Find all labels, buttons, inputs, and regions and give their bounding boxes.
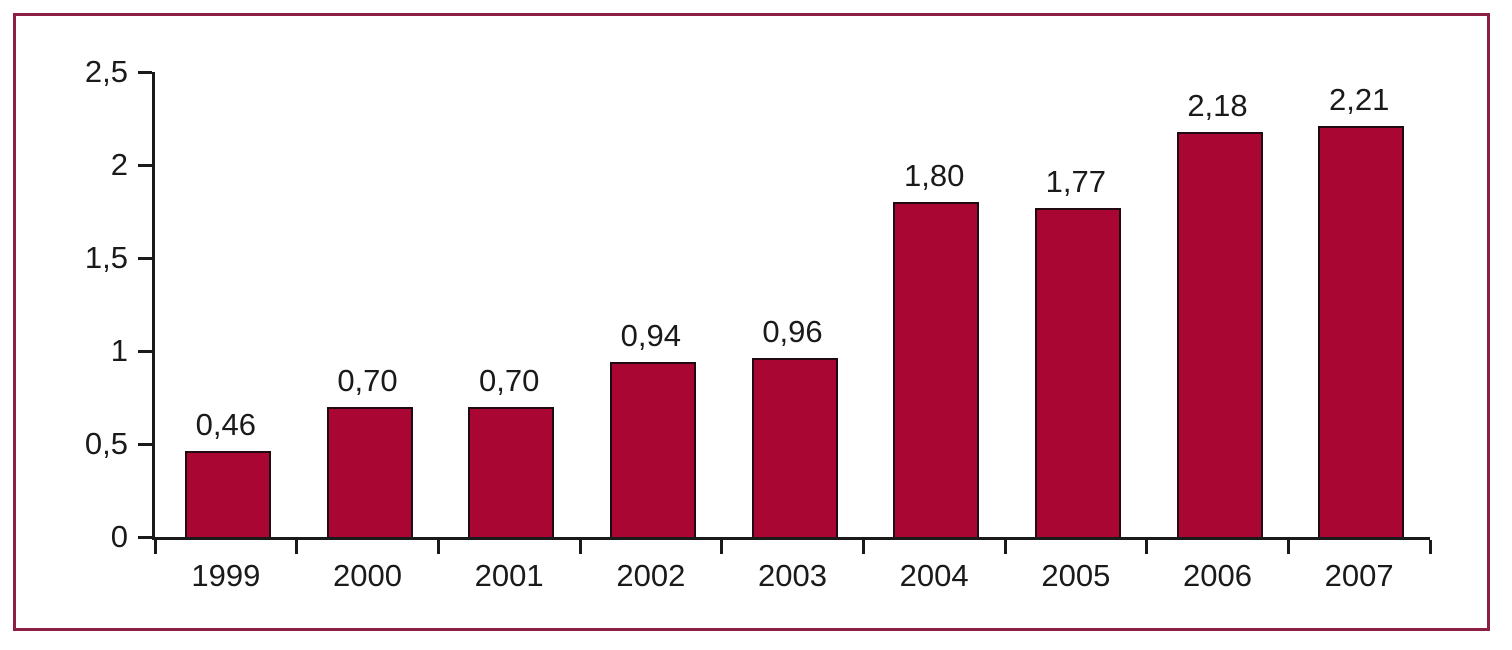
x-axis-tick xyxy=(578,540,582,554)
x-category-label: 2002 xyxy=(616,558,686,593)
x-category-label: 2001 xyxy=(474,558,544,593)
chart-frame-border xyxy=(13,13,1490,631)
bar xyxy=(1318,125,1405,537)
bar-value-label: 0,46 xyxy=(195,407,256,443)
x-category-label: 2005 xyxy=(1041,558,1111,593)
bar xyxy=(1176,131,1263,537)
bar-value-label: 2,21 xyxy=(1328,81,1390,117)
bar-value-label: 0,70 xyxy=(337,362,398,398)
y-axis-tick xyxy=(138,535,152,539)
x-axis-tick xyxy=(436,540,440,554)
x-category-label: 2004 xyxy=(899,558,969,593)
y-axis-tick xyxy=(138,256,152,260)
x-axis-tick xyxy=(295,540,299,554)
y-tick-label: 2 xyxy=(110,147,128,182)
x-category-label: 1999 xyxy=(191,558,261,593)
bar-value-label: 0,96 xyxy=(762,314,823,350)
bar xyxy=(1034,207,1121,537)
bar-value-label: 2,18 xyxy=(1187,87,1248,123)
bar xyxy=(893,202,980,537)
x-axis-tick xyxy=(153,540,157,554)
y-tick-label: 0 xyxy=(110,519,128,554)
bar-value-label: 1,80 xyxy=(903,158,965,194)
bar-value-label: 0,94 xyxy=(620,318,681,354)
y-axis-tick xyxy=(138,163,152,167)
x-category-label: 2003 xyxy=(758,558,827,593)
y-tick-label: 0,5 xyxy=(84,426,128,461)
x-axis-tick xyxy=(1286,540,1290,554)
x-axis-tick xyxy=(720,540,724,554)
bar xyxy=(751,358,838,537)
bar xyxy=(468,406,555,537)
y-tick-label: 1 xyxy=(110,333,128,368)
bar xyxy=(184,451,271,537)
bar xyxy=(326,406,413,537)
x-category-label: 2000 xyxy=(333,558,402,593)
y-tick-label: 1,5 xyxy=(84,240,128,275)
x-axis-tick xyxy=(1003,540,1007,554)
x-category-label: 2006 xyxy=(1183,558,1252,593)
x-axis-tick xyxy=(1428,540,1432,554)
x-axis-tick xyxy=(1145,540,1149,554)
plot-area: 0 0,5 1 1,5 2 2,5 0,46 1999 0,70 2000 0,70 2001 0,9… xyxy=(85,55,1432,593)
y-axis-tick xyxy=(138,442,152,446)
bar xyxy=(609,362,696,537)
x-axis-tick xyxy=(861,540,865,554)
bar-value-label: 0,70 xyxy=(478,362,540,398)
y-axis-tick xyxy=(138,70,152,74)
y-axis-tick xyxy=(138,349,152,353)
x-category-label: 2007 xyxy=(1324,558,1394,593)
y-tick-label: 2,5 xyxy=(84,54,128,89)
bar-value-label: 1,77 xyxy=(1045,163,1106,199)
